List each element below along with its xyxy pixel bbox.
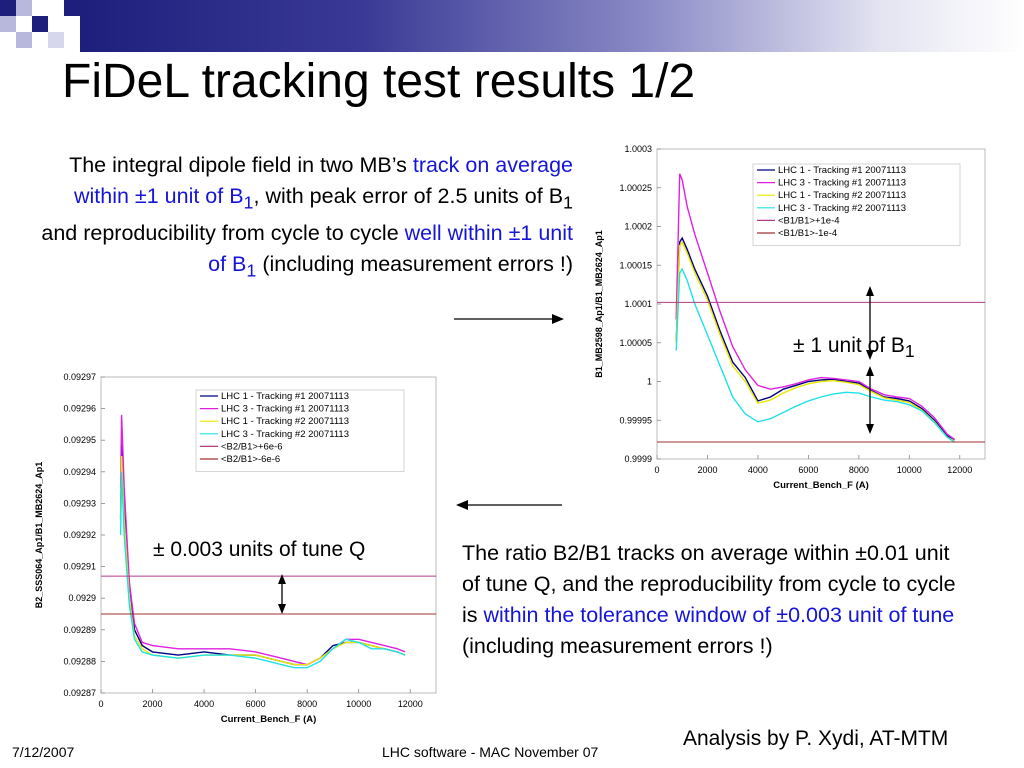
highlight-tolerance: within the tolerance window of ±0.003 un… <box>483 603 955 627</box>
y-tick-label: 1.0002 <box>624 222 652 232</box>
corner-square-6 <box>48 32 64 48</box>
x-tick-label: 0 <box>98 699 103 709</box>
x-tick-label: 4000 <box>194 699 214 709</box>
x-tick-label: 12000 <box>398 699 423 709</box>
legend-label: <B2/B1>-6e-6 <box>221 454 280 465</box>
highlight-well-within: well within ±1 unit of B1 <box>208 221 573 281</box>
slide-title: FiDeL tracking test results 1/2 <box>62 55 696 108</box>
x-tick-label: 12000 <box>947 465 972 475</box>
title-bar <box>80 0 1024 52</box>
legend-label: LHC 3 - Tracking #2 20071113 <box>221 429 349 440</box>
y-tick-label: 0.09294 <box>63 467 96 477</box>
footer-title: LHC software - MAC November 07 <box>382 744 599 760</box>
corner-square-7 <box>64 0 80 16</box>
x-axis-label: Current_Bench_F (A) <box>773 480 869 491</box>
y-tick-label: 0.09293 <box>63 498 96 508</box>
y-tick-label: 0.09295 <box>63 435 96 445</box>
x-tick-label: 4000 <box>748 465 768 475</box>
legend-label: <B2/B1>+6e-6 <box>221 441 283 452</box>
label-unit-tune: ± 0.003 units of tune Q <box>153 538 366 561</box>
corner-square-5 <box>16 32 32 48</box>
legend-label: LHC 1 - Tracking #2 20071113 <box>778 190 906 201</box>
arrow-left-icon <box>456 500 562 510</box>
chart-b2-b1-ratio: 0.09297 0.09296 0.09295 0.09294 0.09293 0.092… <box>34 372 437 725</box>
y-tick-label: 1.00025 <box>619 183 652 193</box>
text-dipole-field: The integral dipole field in two MB’s tr… <box>41 153 573 281</box>
y-tick-label: 0.09292 <box>63 530 96 540</box>
x-tick-label: 6000 <box>246 699 266 709</box>
analysis-credit: Analysis by P. Xydi, AT-MTM <box>683 727 949 750</box>
chart-b1-ratio: 1.0003 1.00025 1.0002 1.00015 1.0001 1.00005 1… <box>594 144 986 491</box>
x-tick-label: 2000 <box>143 699 163 709</box>
corner-square-4 <box>32 16 48 32</box>
arrow-right-icon <box>454 314 564 324</box>
tune-bracket-arrow-head-down <box>278 604 286 614</box>
series-line <box>675 236 956 441</box>
legend-label: <B1/B1>+1e-4 <box>778 215 840 226</box>
series-line <box>119 455 406 666</box>
corner-square-3 <box>0 16 16 32</box>
x-tick-label: 10000 <box>346 699 371 709</box>
y-tick-label: 0.0929 <box>68 593 96 603</box>
legend-label: LHC 1 - Tracking #2 20071113 <box>221 416 349 427</box>
y-tick-label: 1.0003 <box>624 144 652 154</box>
x-tick-label: 2000 <box>697 465 717 475</box>
y-tick-label: 0.09297 <box>63 372 96 382</box>
series-line <box>119 471 406 669</box>
series-line <box>675 267 956 443</box>
x-tick-label: 6000 <box>798 465 818 475</box>
legend-label: LHC 3 - Tracking #1 20071113 <box>778 178 906 189</box>
y-tick-label: 1 <box>647 377 652 387</box>
legend-label: LHC 1 - Tracking #1 20071113 <box>221 391 349 402</box>
y-tick-label: 0.09289 <box>63 625 96 635</box>
y-tick-label: 0.09291 <box>63 562 96 572</box>
series-line <box>119 414 406 666</box>
y-tick-label: 1.00005 <box>619 338 652 348</box>
y-tick-label: 0.09287 <box>63 688 96 698</box>
corner-square-2 <box>16 0 32 16</box>
tolerance-bracket-arrow-lower-head-up <box>866 366 874 376</box>
x-tick-label: 10000 <box>897 465 922 475</box>
legend-label: LHC 3 - Tracking #2 20071113 <box>778 203 906 214</box>
highlight-track-average: track on average within ±1 unit of B1 <box>73 153 573 213</box>
y-tick-label: 0.99995 <box>619 415 652 425</box>
tolerance-bracket-arrow-lower-head-down <box>866 424 874 434</box>
y-tick-label: 0.09296 <box>63 404 96 414</box>
legend-label: LHC 3 - Tracking #1 20071113 <box>221 404 349 415</box>
series-line <box>675 240 956 442</box>
label-unit-b1: ± 1 unit of B1 <box>793 334 915 362</box>
x-tick-label: 8000 <box>297 699 317 709</box>
tolerance-bracket-arrow-head-down <box>866 350 874 360</box>
tune-bracket-arrow-head-up <box>278 574 286 584</box>
text-ratio-b2-b1: The ratio B2/B1 tracks on average within… <box>462 541 956 658</box>
series-line <box>675 173 956 441</box>
tolerance-bracket-arrow-head-up <box>866 286 874 296</box>
legend-box <box>195 389 405 472</box>
y-tick-label: 0.09288 <box>63 656 96 666</box>
y-axis-label: B2_SSS064_Ap1/B1_MB2624_Ap1 <box>34 462 44 609</box>
y-tick-label: 1.0001 <box>624 299 652 309</box>
x-axis-label: Current_Bench_F (A) <box>221 714 317 725</box>
footer-date: 7/12/2007 <box>12 744 75 760</box>
x-tick-label: 8000 <box>849 465 869 475</box>
y-axis-label: B1_MB2598_Ap1/B1_MB2624_Ap1 <box>594 230 604 378</box>
y-tick-label: 1.00015 <box>619 260 652 270</box>
legend-box <box>752 163 961 246</box>
legend-label: LHC 1 - Tracking #1 20071113 <box>778 165 906 176</box>
corner-square-1 <box>0 0 16 16</box>
y-tick-label: 0.9999 <box>624 454 652 464</box>
x-tick-label: 0 <box>654 465 659 475</box>
legend-label: <B1/B1>-1e-4 <box>778 228 837 239</box>
